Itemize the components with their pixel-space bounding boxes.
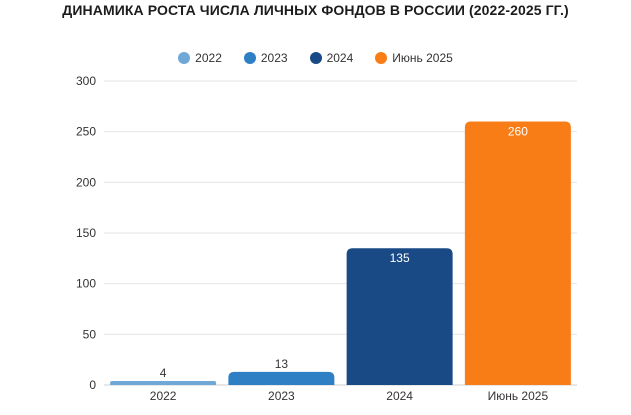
y-tick-label-0: 0 [89, 378, 96, 392]
legend-marker-june-2025 [375, 52, 388, 64]
data-label-2023: 13 [275, 357, 289, 371]
data-label-июнь-2025: 260 [508, 125, 528, 139]
legend-marker-2022 [178, 52, 191, 64]
data-label-2022: 4 [160, 366, 167, 380]
bar-2024 [346, 248, 453, 385]
legend-marker-2023 [243, 52, 256, 64]
x-tick-label-июнь-2025: Июнь 2025 [488, 389, 549, 403]
chart-legend: 2022 2023 2024 Июнь 2025 [0, 51, 631, 65]
y-tick-label-100: 100 [76, 277, 96, 291]
y-tick-label-150: 150 [76, 226, 96, 240]
bar-2023 [228, 371, 335, 385]
legend-label-2022: 2022 [195, 51, 222, 65]
x-tick-label-2023: 2023 [268, 389, 295, 403]
legend-item-june-2025[interactable]: Июнь 2025 [375, 51, 453, 65]
y-tick-label-250: 250 [76, 125, 96, 139]
x-tick-label-2024: 2024 [386, 389, 413, 403]
legend-label-june-2025: Июнь 2025 [392, 51, 453, 65]
y-tick-label-50: 50 [83, 327, 97, 341]
bar-июнь-2025 [464, 121, 571, 386]
legend-label-2024: 2024 [326, 51, 354, 65]
legend-item-2024[interactable]: 2024 [309, 51, 354, 65]
x-tick-label-2022: 2022 [150, 389, 177, 403]
chart-title: ДИНАМИКА РОСТА ЧИСЛА ЛИЧНЫХ ФОНДОВ В РОС… [62, 2, 569, 18]
y-tick-label-300: 300 [76, 74, 96, 88]
legend-marker-2024 [309, 52, 322, 64]
data-label-2024: 135 [390, 251, 410, 265]
y-tick-label-200: 200 [76, 175, 96, 189]
legend-item-2022[interactable]: 2022 [178, 51, 222, 65]
legend-item-2023[interactable]: 2023 [243, 51, 288, 65]
legend-label-2023: 2023 [260, 51, 288, 65]
bar-2022 [110, 380, 217, 385]
